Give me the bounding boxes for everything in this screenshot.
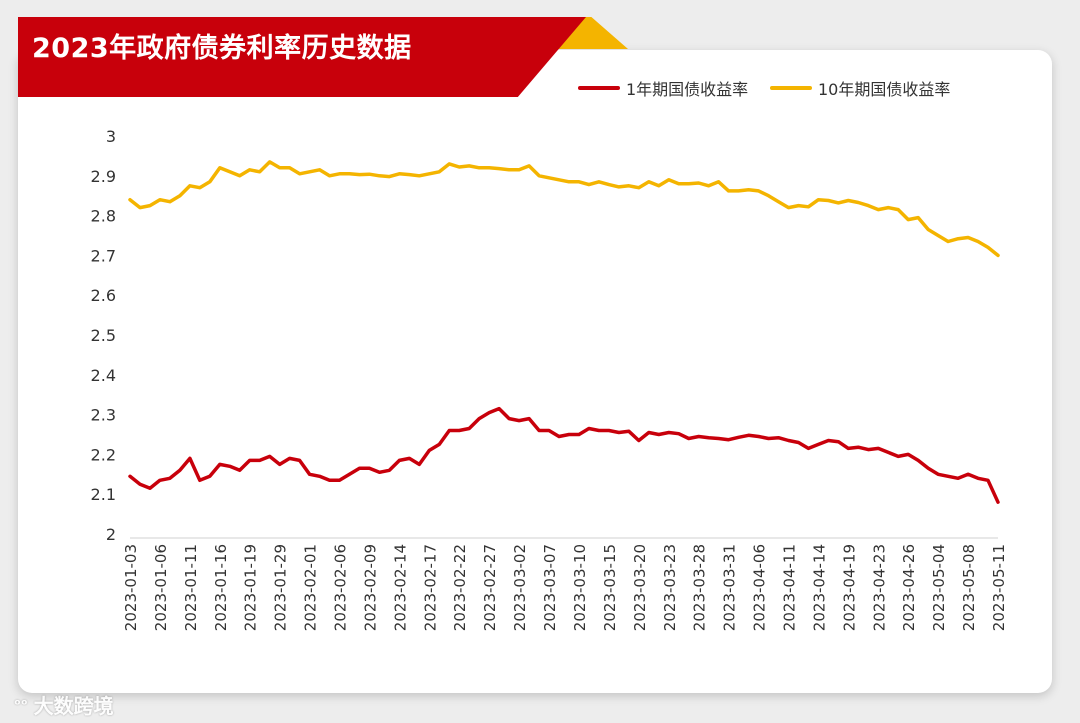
- y-tick-label: 2.6: [91, 286, 116, 305]
- y-tick-label: 2.8: [91, 207, 116, 226]
- x-tick-label: 2023-02-01: [302, 544, 320, 631]
- y-tick-label: 2.5: [91, 326, 116, 345]
- x-tick-label: 2023-01-03: [122, 544, 140, 631]
- y-tick-label: 3: [106, 127, 116, 146]
- x-tick-label: 2023-02-14: [391, 544, 409, 631]
- x-tick-label: 2023-02-22: [451, 544, 469, 631]
- series-line-10y: [128, 160, 1000, 258]
- x-tick-label: 2023-01-11: [182, 544, 200, 631]
- x-tick-label: 2023-04-11: [780, 544, 798, 631]
- x-tick-label: 2023-02-06: [332, 544, 350, 631]
- logo-icon: ᵒᵒ: [14, 696, 28, 713]
- x-tick-label: 2023-01-16: [212, 544, 230, 631]
- y-tick-label: 2.2: [91, 445, 116, 464]
- x-tick-label: 2023-01-19: [242, 544, 260, 631]
- x-tick-label: 2023-04-26: [900, 544, 918, 631]
- title-banner: [18, 17, 586, 97]
- y-tick-label: 2.9: [91, 167, 116, 186]
- x-tick-label: 2023-04-23: [870, 544, 888, 631]
- legend-item-10y: 10年期国债收益率: [770, 76, 950, 100]
- x-tick-label: 2023-02-17: [421, 544, 439, 631]
- y-tick-label: 2.7: [91, 246, 116, 265]
- x-tick-label: 2023-03-28: [691, 544, 709, 631]
- y-tick-label: 2.1: [91, 485, 116, 504]
- y-tick-label: 2.3: [91, 406, 116, 425]
- legend-item-1y: 1年期国债收益率: [578, 76, 748, 100]
- x-tick-label: 2023-02-27: [481, 544, 499, 631]
- page-title: 2023年政府债券利率历史数据: [32, 33, 412, 64]
- x-tick-label: 2023-05-04: [930, 544, 948, 631]
- x-tick-label: 2023-03-07: [541, 544, 559, 631]
- x-tick-label: 2023-03-02: [511, 544, 529, 631]
- series-line-1y: [128, 406, 1000, 504]
- x-tick-label: 2023-01-06: [152, 544, 170, 631]
- x-tick-label: 2023-05-08: [960, 544, 978, 631]
- y-tick-label: 2.4: [91, 366, 116, 385]
- legend-label-10y: 10年期国债收益率: [818, 80, 951, 99]
- x-tick-label: 2023-02-09: [361, 544, 379, 631]
- legend-label-1y: 1年期国债收益率: [626, 80, 749, 99]
- watermark-text: 大数跨境: [33, 694, 114, 718]
- x-tick-label: 2023-04-14: [810, 544, 828, 631]
- y-tick-label: 2: [106, 525, 116, 544]
- x-tick-label: 2023-03-20: [631, 544, 649, 631]
- x-tick-label: 2023-03-10: [571, 544, 589, 631]
- x-tick-label: 2023-05-11: [990, 544, 1008, 631]
- x-tick-label: 2023-04-06: [751, 544, 769, 631]
- legend-swatch-10y: [770, 86, 812, 90]
- x-tick-label: 2023-03-15: [601, 544, 619, 631]
- chart-card: [18, 50, 1052, 693]
- watermark: ᵒᵒ 大数跨境: [14, 690, 114, 719]
- legend-swatch-1y: [578, 86, 620, 90]
- x-tick-label: 2023-01-29: [272, 544, 290, 631]
- x-tick-label: 2023-03-31: [721, 544, 739, 631]
- x-tick-label: 2023-04-19: [840, 544, 858, 631]
- x-tick-label: 2023-03-23: [661, 544, 679, 631]
